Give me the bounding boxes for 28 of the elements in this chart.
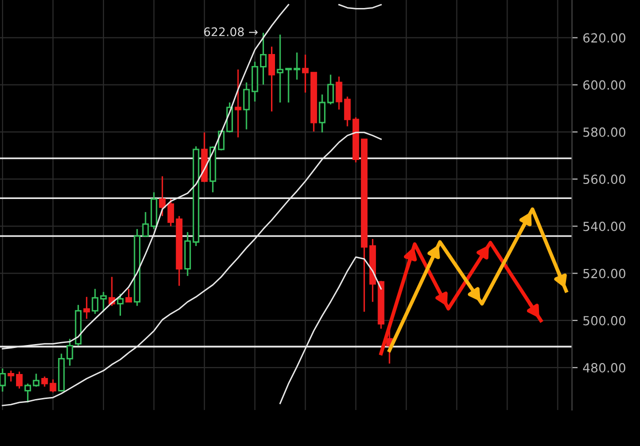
y-tick-label: 580.00 (583, 127, 626, 137)
y-tick-label: 600.00 (583, 80, 626, 90)
candlestick (16, 370, 23, 390)
candlestick (159, 176, 166, 217)
line-series (379, 240, 543, 356)
y-tick-label: 520.00 (583, 268, 626, 278)
candlestick (327, 74, 334, 106)
y-tick-label: 560.00 (583, 174, 626, 184)
candlestick (302, 54, 309, 94)
candlestick (8, 370, 14, 382)
candlestick (116, 293, 124, 316)
line-series (388, 207, 568, 352)
candlestick (125, 288, 132, 303)
y-tick-label: 480.00 (583, 363, 626, 373)
candlestick (268, 46, 276, 112)
y-tick-label: 620.00 (583, 33, 626, 43)
y-tick-label: 500.00 (583, 316, 626, 326)
candlestick (66, 338, 74, 366)
candlestick (0, 368, 6, 392)
candlestick (24, 382, 32, 404)
candlestick (167, 198, 174, 227)
candlestick (32, 373, 40, 388)
candlestick (234, 68, 242, 138)
candlestick (260, 32, 267, 86)
candlestick (318, 94, 326, 134)
annotation: 622.08 → (204, 27, 258, 36)
candlestick (83, 296, 90, 320)
y-tick-label: 540.00 (583, 222, 626, 232)
